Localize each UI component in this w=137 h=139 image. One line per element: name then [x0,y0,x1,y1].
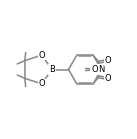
Text: N: N [98,65,105,74]
Text: O: O [104,56,111,65]
Text: O: O [38,51,45,60]
Text: O: O [104,74,111,83]
Text: O: O [91,65,98,74]
Text: O: O [38,79,45,88]
Text: B: B [49,65,55,74]
Text: O: O [91,65,98,74]
